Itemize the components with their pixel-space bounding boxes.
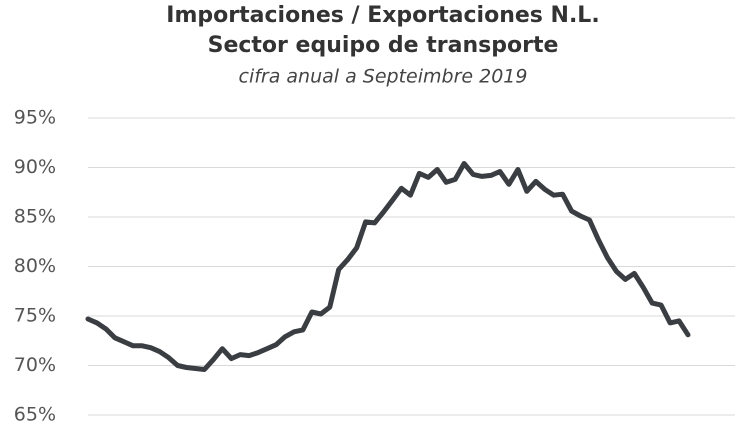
- chart-annotation: cifra anual a Septeimbre 2019: [239, 66, 528, 88]
- y-tick-label: 95%: [14, 107, 56, 129]
- chart-title: Importaciones / Exportaciones N.L.: [166, 3, 599, 28]
- y-tick-label: 80%: [14, 255, 56, 277]
- y-tick-label: 75%: [14, 305, 56, 327]
- y-tick-label: 65%: [14, 404, 56, 425]
- y-tick-label: 85%: [14, 206, 56, 228]
- y-tick-label: 70%: [14, 354, 56, 376]
- data-line: [85, 161, 691, 372]
- chart-subtitle: Sector equipo de transporte: [208, 33, 559, 58]
- y-tick-label: 90%: [14, 156, 56, 178]
